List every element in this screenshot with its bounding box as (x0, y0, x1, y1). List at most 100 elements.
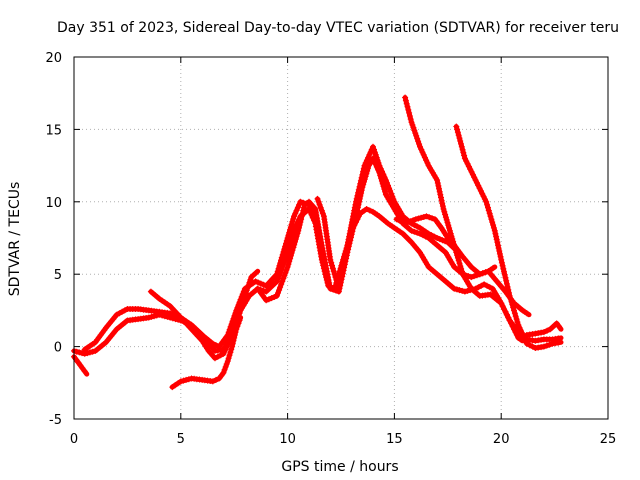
data-point (447, 230, 454, 237)
data-point (328, 259, 335, 266)
data-point (413, 132, 420, 139)
data-point (222, 363, 229, 370)
data-point (346, 230, 353, 237)
data-point (265, 296, 272, 303)
data-point (336, 282, 343, 289)
data-point (76, 349, 83, 356)
data-point (436, 185, 442, 192)
data-point (387, 187, 394, 194)
data-point (293, 233, 300, 240)
data-point (220, 369, 227, 376)
data-point (381, 186, 388, 193)
data-point (408, 119, 415, 126)
data-point (540, 329, 547, 336)
data-point (446, 225, 453, 231)
data-point (434, 180, 441, 186)
data-point (540, 343, 547, 350)
data-point (349, 216, 356, 223)
data-point (484, 282, 490, 289)
data-point (360, 168, 367, 175)
data-point (436, 236, 443, 243)
data-point (183, 376, 190, 383)
data-point (454, 129, 461, 136)
data-point (361, 162, 368, 169)
data-point (350, 213, 357, 220)
data-point (287, 224, 294, 231)
data-point (308, 207, 315, 214)
data-point (420, 151, 427, 158)
x-tick-label: 0 (70, 432, 78, 447)
data-point (276, 287, 283, 294)
data-point (145, 314, 152, 321)
data-point (372, 151, 379, 158)
data-point (382, 188, 389, 195)
data-point (443, 216, 450, 223)
data-point (386, 185, 393, 192)
data-point (456, 135, 463, 142)
data-point (275, 265, 282, 272)
data-point (339, 268, 346, 275)
data-point (291, 213, 297, 220)
data-point (484, 201, 491, 208)
data-point (338, 271, 345, 278)
data-point (457, 263, 464, 270)
data-point (455, 132, 462, 139)
data-point (292, 210, 299, 217)
data-point (268, 295, 275, 302)
data-point (407, 116, 414, 123)
y-tick-label: 15 (45, 123, 62, 138)
data-point (490, 224, 497, 231)
data-layer (71, 94, 564, 391)
data-point (363, 206, 370, 212)
data-point (340, 262, 347, 269)
data-point (415, 138, 422, 145)
data-point (89, 348, 96, 355)
data-point (298, 216, 305, 223)
data-point (499, 303, 506, 310)
data-point (277, 284, 284, 291)
data-point (518, 329, 525, 336)
data-point (346, 233, 353, 240)
data-point (505, 286, 512, 293)
data-point (373, 154, 380, 161)
data-point (411, 222, 418, 228)
data-point (417, 230, 423, 237)
data-point (325, 277, 332, 283)
data-point (243, 287, 250, 294)
data-point (461, 155, 468, 162)
data-point (228, 346, 235, 353)
data-point (289, 247, 296, 254)
data-point (280, 275, 287, 282)
data-point (407, 218, 414, 225)
data-point (263, 297, 270, 304)
data-point (449, 235, 456, 242)
data-point (282, 243, 289, 250)
data-point (543, 342, 550, 349)
x-tick-label: 15 (386, 432, 403, 447)
data-point (344, 242, 351, 249)
data-point (274, 268, 281, 275)
data-point (460, 149, 467, 156)
data-point (486, 210, 493, 217)
data-point (529, 343, 536, 350)
data-point (465, 163, 472, 170)
data-point (423, 157, 430, 164)
data-point (459, 146, 466, 153)
data-point (177, 378, 184, 385)
data-point (444, 219, 451, 226)
data-point (485, 207, 492, 214)
data-point (416, 141, 423, 147)
data-point (79, 350, 85, 357)
data-point (385, 182, 391, 189)
data-point (366, 151, 373, 158)
data-point (224, 342, 231, 349)
data-point (513, 332, 520, 338)
data-point (365, 154, 372, 161)
data-point (319, 248, 326, 254)
data-point (229, 343, 236, 350)
data-point (293, 207, 300, 214)
data-point (467, 166, 474, 173)
data-point (412, 216, 419, 223)
data-point (296, 201, 303, 208)
data-point (429, 215, 436, 222)
